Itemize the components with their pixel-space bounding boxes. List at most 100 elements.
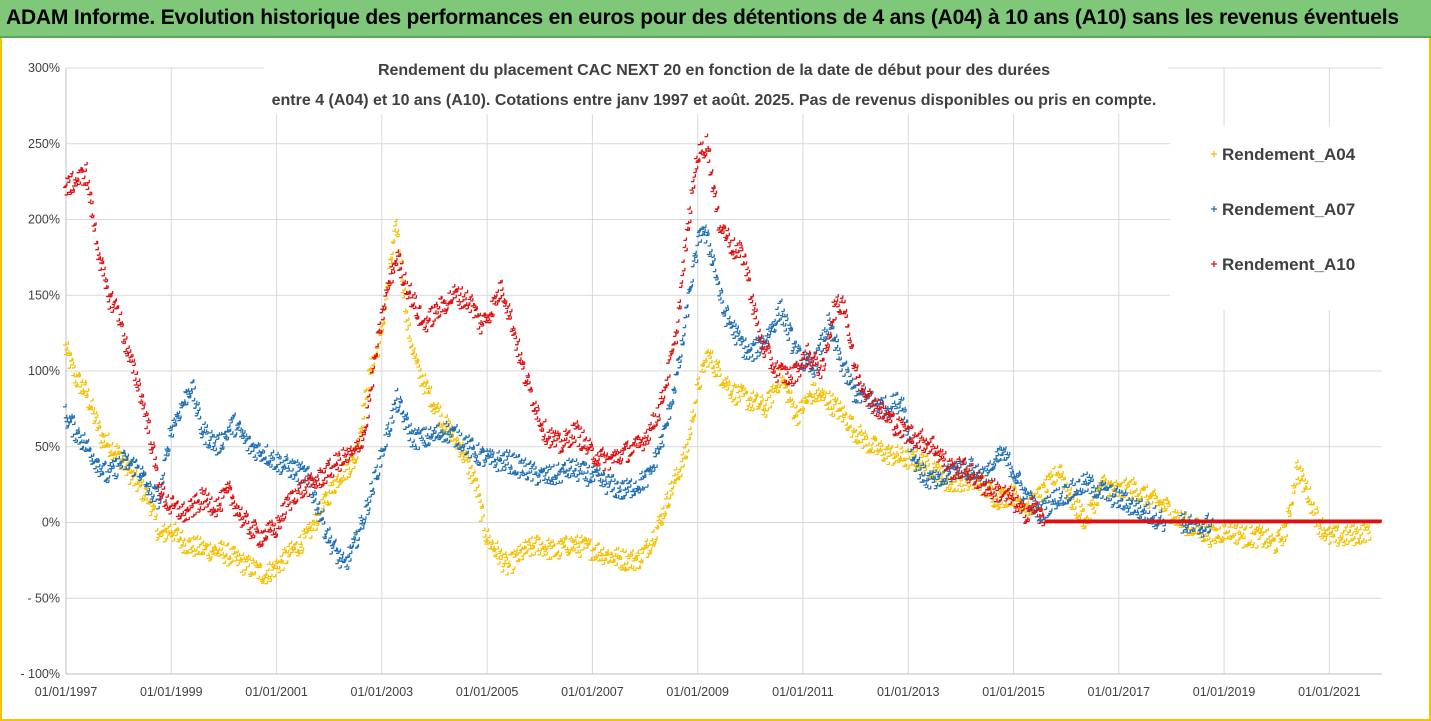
data-point <box>818 351 823 356</box>
data-point <box>66 350 70 354</box>
data-point <box>404 412 409 416</box>
data-point <box>1003 446 1007 450</box>
data-point <box>693 169 697 174</box>
data-point <box>188 388 193 392</box>
data-point <box>745 277 750 281</box>
data-point <box>314 527 318 531</box>
data-point <box>414 312 418 317</box>
data-point <box>1304 480 1309 485</box>
y-tick-label: - 100% <box>20 667 60 681</box>
data-point <box>499 279 503 284</box>
data-point <box>1054 479 1058 483</box>
data-point <box>637 489 642 494</box>
data-point <box>292 546 297 551</box>
data-point <box>336 557 341 561</box>
data-point <box>525 372 530 377</box>
data-point <box>346 554 351 559</box>
data-point <box>485 528 490 533</box>
data-point <box>184 401 189 406</box>
data-point <box>535 404 539 409</box>
data-point <box>541 553 545 557</box>
data-point <box>320 517 324 521</box>
data-point <box>1356 540 1361 544</box>
data-point <box>813 390 818 395</box>
data-point <box>403 415 408 420</box>
data-point <box>93 222 97 226</box>
data-point <box>701 232 706 236</box>
data-point <box>960 461 965 466</box>
data-point <box>452 427 457 431</box>
data-point <box>297 485 302 489</box>
data-point <box>314 474 319 478</box>
data-point <box>547 435 551 440</box>
data-point <box>1009 465 1013 470</box>
data-point <box>383 431 388 436</box>
data-point <box>570 545 575 550</box>
data-point <box>736 394 741 399</box>
data-point <box>1277 527 1282 531</box>
data-point <box>294 459 299 463</box>
data-point <box>1014 479 1018 484</box>
data-point <box>127 349 132 354</box>
data-point <box>526 374 530 379</box>
data-point <box>582 476 587 480</box>
data-point <box>1285 508 1290 513</box>
data-point <box>335 473 339 478</box>
data-point <box>193 511 197 516</box>
data-point <box>1082 525 1087 530</box>
data-point <box>767 394 772 399</box>
data-point <box>1199 526 1203 530</box>
data-point <box>235 549 239 554</box>
data-point <box>919 428 924 432</box>
data-point <box>154 464 158 469</box>
data-point <box>897 405 901 409</box>
data-point <box>821 336 825 341</box>
data-point <box>396 404 401 409</box>
data-point <box>93 465 97 470</box>
data-point <box>335 466 339 471</box>
data-point <box>894 425 899 429</box>
data-point <box>546 464 551 468</box>
data-point <box>758 334 763 338</box>
data-point <box>533 540 537 544</box>
data-point <box>163 502 168 507</box>
data-point <box>997 485 1002 490</box>
data-point <box>1015 508 1020 513</box>
data-point <box>762 354 767 358</box>
data-point <box>696 376 700 381</box>
y-tick-label: 200% <box>28 213 60 227</box>
data-point <box>134 371 139 375</box>
data-point <box>518 458 523 462</box>
data-point <box>712 185 716 190</box>
data-point <box>866 388 871 392</box>
data-point <box>226 480 231 485</box>
data-point <box>191 397 196 402</box>
data-point <box>531 407 536 412</box>
data-point <box>473 487 478 492</box>
data-point <box>1138 515 1143 520</box>
data-point <box>80 445 84 450</box>
data-point <box>863 443 867 447</box>
data-point <box>968 456 973 461</box>
data-point <box>239 429 244 433</box>
data-point <box>558 552 563 557</box>
y-tick-label: 150% <box>28 288 60 302</box>
data-point <box>1127 505 1131 510</box>
data-point <box>384 426 389 430</box>
data-point <box>233 557 238 562</box>
data-point <box>845 324 850 328</box>
data-point <box>905 432 909 436</box>
data-point <box>758 401 763 406</box>
data-point <box>87 446 91 451</box>
data-point <box>1357 526 1362 531</box>
data-point <box>817 392 821 397</box>
data-point <box>1010 496 1015 501</box>
data-point <box>878 448 883 453</box>
data-point <box>1240 532 1245 536</box>
data-point <box>656 450 660 455</box>
data-point <box>699 368 703 373</box>
data-point <box>239 569 244 574</box>
data-point <box>170 434 175 438</box>
data-point <box>247 556 251 561</box>
data-point <box>1073 488 1078 493</box>
